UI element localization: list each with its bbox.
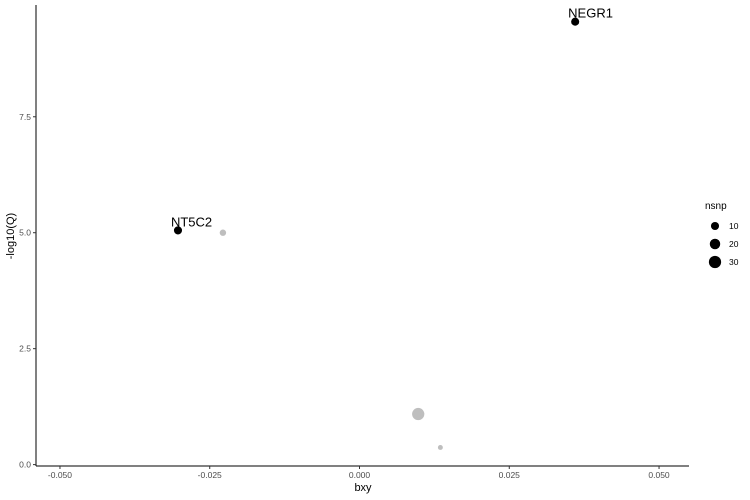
data-point	[412, 407, 425, 421]
legend-key	[709, 238, 721, 250]
legend-key	[708, 255, 722, 269]
legend-label: 30	[729, 257, 739, 267]
y-tick-label: 7.5	[19, 112, 31, 122]
x-tick-label: 0.050	[648, 470, 670, 480]
x-tick-label: -0.025	[198, 470, 222, 480]
y-tick-label: 0.0	[19, 460, 31, 470]
legend-label: 20	[729, 239, 739, 249]
plot-area: NEGR1 NT5C2	[171, 6, 613, 450]
y-tick-label: 2.5	[19, 344, 31, 354]
legend: nsnp 10 20 30	[705, 201, 739, 269]
data-point	[219, 229, 227, 236]
data-point	[437, 444, 443, 450]
x-tick-label: 0.000	[349, 470, 371, 480]
point-label: NT5C2	[171, 214, 212, 229]
point-label: NEGR1	[568, 6, 613, 21]
legend-label: 10	[729, 221, 739, 231]
legend-key	[710, 221, 720, 231]
x-tick-label: -0.050	[48, 470, 72, 480]
x-tick-label: 0.025	[499, 470, 521, 480]
data-point	[571, 17, 580, 26]
y-tick-label: 5.0	[19, 228, 31, 238]
y-axis-title: -log10(Q)	[5, 213, 17, 259]
data-point	[173, 226, 183, 235]
legend-title: nsnp	[705, 201, 727, 212]
axes: -0.050 -0.025 0.000 0.025 0.050 0.0 2.5 5.0 7.5	[19, 5, 689, 480]
x-axis-title: bxy	[354, 482, 372, 494]
